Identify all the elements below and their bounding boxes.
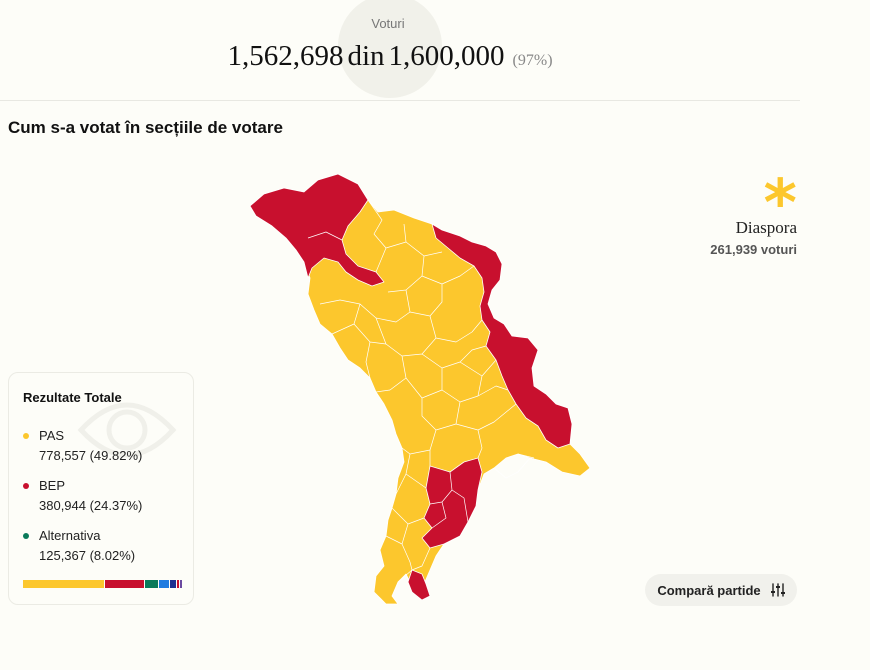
diaspora-votes: 261,939 voturi <box>710 242 797 257</box>
eye-watermark-icon <box>338 0 442 98</box>
party-votes: 778,557 (49.82%) <box>39 448 143 463</box>
votes-percent: (97%) <box>512 52 553 69</box>
moldova-map <box>246 172 596 617</box>
bar-segment <box>177 580 180 588</box>
party-dot <box>23 432 29 439</box>
bar-segment <box>169 580 177 588</box>
results-title: Rezultate Totale <box>23 390 122 405</box>
bar-segment <box>104 580 144 588</box>
party-item-pas: PAS 778,557 (49.82%) <box>23 428 142 463</box>
map-region-bep-farsouth[interactable] <box>407 569 431 601</box>
votes-total: 1,600,000 <box>388 40 505 72</box>
party-name: BEP <box>39 478 66 493</box>
party-dot <box>23 532 29 539</box>
party-votes: 380,944 (24.37%) <box>39 498 143 513</box>
party-name: PAS <box>39 428 65 443</box>
diaspora-block[interactable]: * Diaspora 261,939 voturi <box>710 172 797 257</box>
votes-header: Voturi 1,562,698 din 1,600,000 (97%) <box>0 0 800 100</box>
district-borders <box>307 199 535 583</box>
votes-count: 1,562,698 din 1,600,000 (97%) <box>0 40 780 73</box>
asterisk-icon: * <box>763 167 797 241</box>
party-votes: 125,367 (8.02%) <box>39 548 136 563</box>
header-divider <box>0 100 800 101</box>
votes-separator: din <box>347 40 385 72</box>
eye-watermark-icon <box>77 402 177 458</box>
party-dot <box>23 482 29 489</box>
map-region-bep-south[interactable] <box>421 457 483 549</box>
section-title: Cum s-a votat în secțiile de votare <box>8 118 283 137</box>
results-stacked-bar <box>23 580 183 588</box>
diaspora-name: Diaspora <box>735 218 797 237</box>
compare-parties-label: Compară partide <box>657 582 761 598</box>
map-region-bep-northwest[interactable] <box>249 173 385 287</box>
party-name: Alternativa <box>39 528 101 543</box>
votes-label: Voturi <box>371 16 405 31</box>
compare-parties-button[interactable]: Compară partide <box>645 574 797 606</box>
party-item-alternativa: Alternativa 125,367 (8.02%) <box>23 528 135 563</box>
votes-counted: 1,562,698 <box>227 40 344 72</box>
map-region-bep-east[interactable] <box>431 223 573 449</box>
bar-segment <box>158 580 169 588</box>
bar-segment <box>23 580 104 588</box>
map-svg <box>249 173 591 605</box>
bar-segment <box>144 580 158 588</box>
bar-segment <box>180 580 182 588</box>
sliders-icon <box>770 583 785 597</box>
results-card: Rezultate Totale PAS 778,557 (49.82%) BE… <box>8 372 194 605</box>
party-item-bep: BEP 380,944 (24.37%) <box>23 478 142 513</box>
